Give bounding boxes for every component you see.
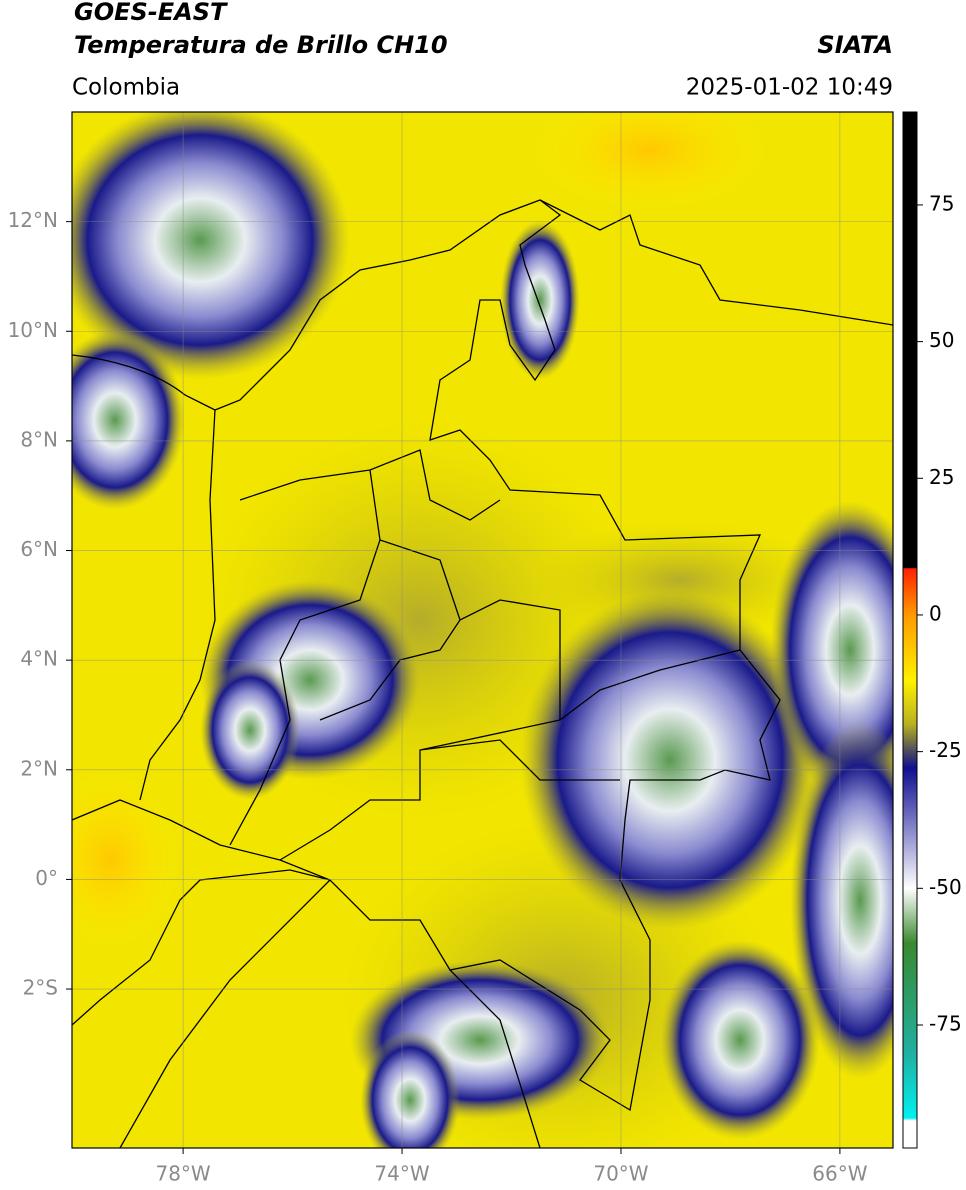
x-tick-label: 74°W [374, 1162, 429, 1186]
colorbar-tick-label: 0 [929, 601, 942, 625]
y-tick-label: 2°N [20, 756, 58, 780]
x-tick-label: 70°W [593, 1162, 648, 1186]
colorbar-tick-label: 25 [929, 465, 954, 489]
y-tick-label: 4°N [20, 647, 58, 671]
x-tick-label: 78°W [155, 1162, 210, 1186]
timestamp: 2025-01-02 10:49 [686, 75, 893, 101]
colorbar [902, 111, 918, 1149]
imagery [72, 112, 893, 1148]
colorbar-tick-label: 50 [929, 328, 954, 352]
y-tick-label: 0° [35, 866, 58, 890]
colorbar-tick-label: 75 [929, 191, 954, 215]
agency: SIATA [817, 31, 893, 59]
y-tick-label: 10°N [8, 318, 58, 342]
title: GOES-EAST [74, 0, 228, 26]
colorbar-tick-label: -75 [929, 1011, 962, 1035]
x-tick-label: 66°W [812, 1162, 867, 1186]
region: Colombia [72, 75, 180, 101]
colorbar-tick-label: -50 [929, 875, 962, 899]
colorbar-tick-label: -25 [929, 738, 962, 762]
y-tick-label: 12°N [8, 208, 58, 232]
graticule [72, 112, 893, 1148]
map-frame [71, 111, 894, 1149]
y-tick-label: 2°S [23, 976, 58, 1000]
subtitle: Temperatura de Brillo CH10 [74, 31, 448, 59]
y-tick-label: 6°N [20, 537, 58, 561]
y-tick-label: 8°N [20, 427, 58, 451]
